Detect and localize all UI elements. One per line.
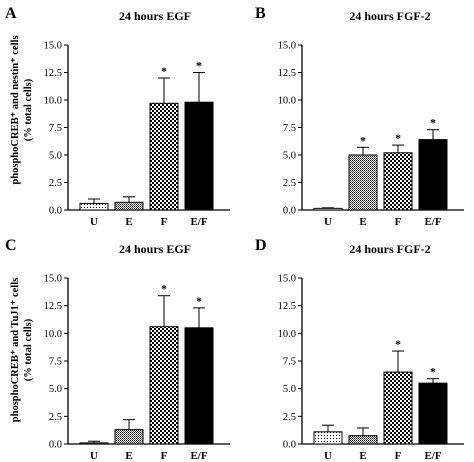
y-tick-label: 0.0: [49, 440, 62, 451]
panel-c: C 24 hours EGF 0.0 2.5 5.0 7.5 10.0 12.5 15.0 U E *…: [5, 237, 230, 462]
y-tick-label: 0.0: [283, 440, 296, 451]
category-label: F: [161, 216, 168, 228]
y-tick-label: 12.5: [44, 301, 62, 312]
bar-ef: [418, 139, 448, 211]
y-tick-label: 2.5: [49, 178, 62, 189]
y-tick-label: 0.0: [49, 206, 62, 217]
category-label: U: [90, 450, 98, 462]
panel-letter: A: [5, 5, 17, 22]
row1-ylabel-line2: (% total cells): [23, 78, 34, 141]
y-tick-label: 15.0: [44, 41, 62, 52]
panel-b: B 24 hours FGF-2 0.0 2.5 5.0 7.5 10.0 12.5 15.0 U…: [255, 5, 464, 228]
category-label: F: [395, 450, 402, 462]
category-label: U: [90, 216, 98, 228]
category-label: U: [324, 216, 332, 228]
y-tick-label: 15.0: [44, 274, 62, 285]
category-label: F: [395, 216, 402, 228]
panel-title: 24 hours FGF-2: [349, 9, 430, 23]
y-tick-label: 10.0: [278, 329, 296, 340]
row2-ylabel-line2: (% total cells): [23, 318, 34, 381]
y-tick-label: 12.5: [278, 301, 296, 312]
y-tick-label: 0.0: [283, 206, 296, 217]
bar-u: [79, 202, 109, 211]
panel-a: A 24 hours EGF 0.0 2.5 5.0 7.5 10.0 12.5 15.0 U E *…: [5, 5, 230, 228]
y-tick-label: 2.5: [49, 412, 62, 423]
panel-d: D 24 hours FGF-2 0.0 2.5 5.0 7.5 10.0 12.5 15.0 U…: [255, 237, 464, 462]
category-label: E: [125, 450, 132, 462]
y-tick-label: 5.0: [283, 384, 296, 395]
row2-ylabel: phosphoCREB⁺ and TuJ1⁺ cells (% total ce…: [10, 278, 34, 422]
y-tick-label: 15.0: [278, 274, 296, 285]
category-label: E/F: [190, 216, 207, 228]
bar-f: [149, 102, 179, 211]
y-tick-label: 2.5: [283, 178, 296, 189]
bar-u: [313, 207, 343, 211]
panels: A 24 hours EGF 0.0 2.5 5.0 7.5 10.0 12.5 15.0 U E *…: [5, 5, 464, 462]
bar-ef: [418, 382, 448, 445]
panel-title: 24 hours FGF-2: [349, 242, 430, 256]
row1-ylabel-line1: phosphoCREB⁺ and nestin⁺ cells: [10, 35, 21, 184]
panel-letter: C: [5, 237, 17, 254]
y-tick-label: 7.5: [283, 357, 296, 368]
category-label: E: [125, 216, 132, 228]
y-tick-label: 7.5: [49, 357, 62, 368]
bar-f: [383, 152, 413, 211]
panel-title: 24 hours EGF: [119, 9, 191, 23]
bar-ef: [184, 101, 214, 211]
y-tick-label: 12.5: [44, 68, 62, 79]
significance-star: *: [395, 131, 401, 145]
bar-e: [114, 429, 144, 445]
row1-ylabel: phosphoCREB⁺ and nestin⁺ cells (% total …: [10, 35, 34, 184]
category-label: E/F: [424, 450, 441, 462]
significance-star: *: [430, 116, 436, 130]
significance-star: *: [196, 294, 202, 308]
y-tick-label: 7.5: [49, 123, 62, 134]
y-tick-label: 10.0: [278, 96, 296, 107]
y-tick-label: 7.5: [283, 123, 296, 134]
y-tick-label: 15.0: [278, 41, 296, 52]
bar-e: [348, 154, 378, 211]
category-label: E: [359, 216, 366, 228]
panel-letter: D: [255, 237, 267, 254]
category-label: E/F: [190, 450, 207, 462]
bar-f: [149, 326, 179, 445]
panel-title: 24 hours EGF: [119, 242, 191, 256]
bar-f: [383, 371, 413, 445]
y-tick-label: 5.0: [49, 151, 62, 162]
category-label: F: [161, 450, 168, 462]
significance-star: *: [161, 282, 167, 296]
y-tick-label: 12.5: [278, 68, 296, 79]
bar-u: [79, 442, 109, 445]
y-tick-label: 5.0: [49, 384, 62, 395]
category-label: U: [324, 450, 332, 462]
y-tick-label: 10.0: [44, 329, 62, 340]
bar-e: [348, 435, 378, 445]
bar-u: [313, 431, 343, 445]
y-tick-label: 10.0: [44, 96, 62, 107]
significance-star: *: [395, 337, 401, 351]
significance-star: *: [196, 59, 202, 73]
significance-star: *: [360, 133, 366, 147]
bar-e: [114, 201, 144, 211]
y-tick-label: 5.0: [283, 151, 296, 162]
y-tick-label: 2.5: [283, 412, 296, 423]
bar-ef: [184, 327, 214, 445]
row2-ylabel-line1: phosphoCREB⁺ and TuJ1⁺ cells: [10, 278, 21, 422]
significance-star: *: [430, 365, 436, 379]
significance-star: *: [161, 64, 167, 78]
category-label: E/F: [424, 216, 441, 228]
panel-letter: B: [255, 5, 266, 22]
category-label: E: [359, 450, 366, 462]
